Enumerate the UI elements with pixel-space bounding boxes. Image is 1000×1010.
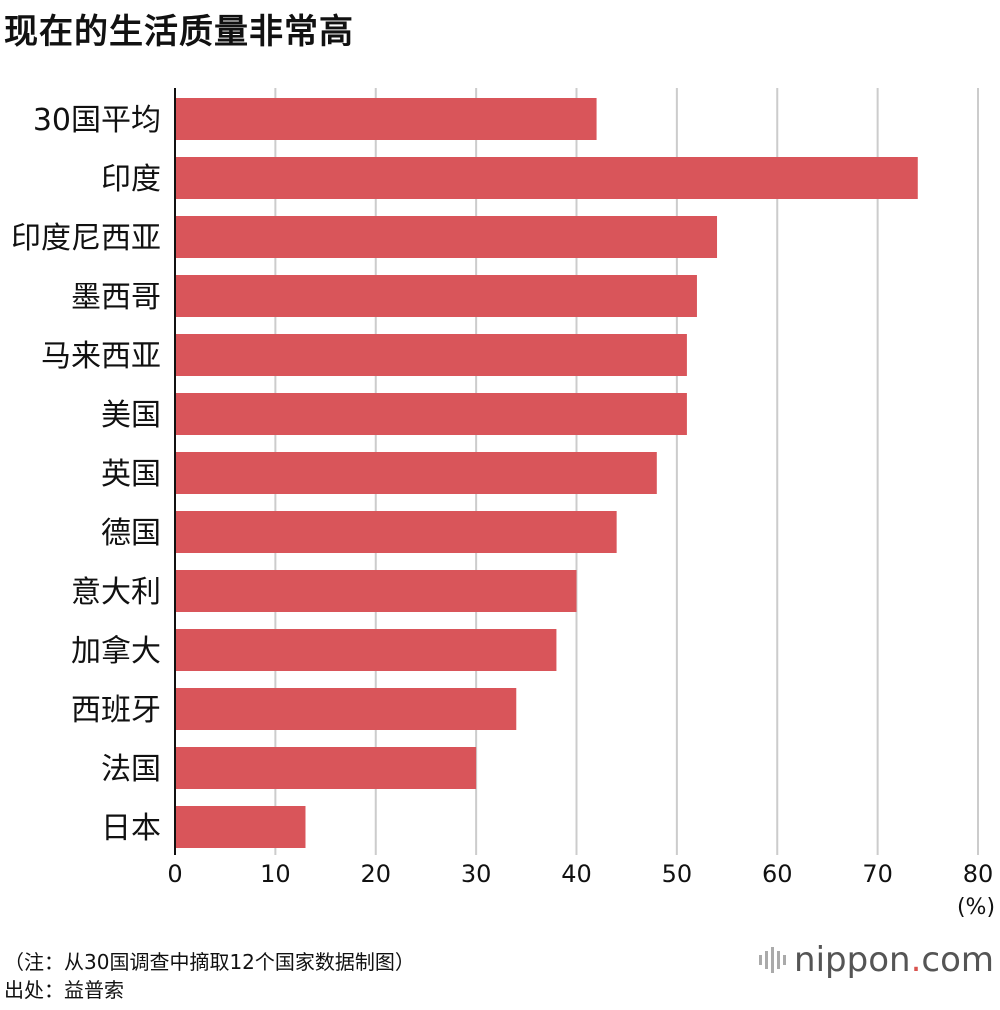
unit-label: (%)	[957, 895, 995, 920]
bar-7	[175, 511, 617, 553]
bar-5	[175, 393, 687, 435]
category-label: 日本	[101, 811, 161, 846]
logo-dot: .	[910, 940, 922, 980]
category-label: 法国	[101, 752, 161, 787]
bar-8	[175, 570, 577, 612]
category-label: 墨西哥	[71, 280, 161, 315]
x-tick-label: 80	[963, 860, 994, 888]
category-label: 西班牙	[71, 693, 161, 728]
x-tick-label: 60	[762, 860, 793, 888]
category-label: 加拿大	[71, 634, 161, 669]
x-tick-label: 50	[662, 860, 693, 888]
chart-title: 现在的生活质量非常高	[4, 12, 354, 52]
category-label: 美国	[101, 398, 161, 433]
logo-suffix: com	[921, 940, 994, 980]
category-label: 30国平均	[33, 103, 161, 138]
bar-2	[175, 216, 718, 258]
x-tick-label: 40	[561, 860, 592, 888]
footer-note: （注：从30国调查中摘取12个国家数据制图）	[4, 950, 415, 974]
category-label: 德国	[101, 516, 161, 551]
bar-10	[175, 688, 517, 730]
footer: （注：从30国调查中摘取12个国家数据制图） 出处：益普索	[4, 948, 415, 1004]
bar-6	[175, 452, 657, 494]
bar-12	[175, 806, 306, 848]
bar-3	[175, 275, 697, 317]
x-tick-label: 20	[360, 860, 391, 888]
bar-11	[175, 747, 477, 789]
bar-4	[175, 334, 687, 376]
bar-1	[175, 157, 918, 199]
nippon-logo: nippon. com	[759, 940, 994, 980]
category-label: 印度	[101, 162, 161, 197]
x-tick-label: 10	[260, 860, 291, 888]
x-tick-label: 0	[167, 860, 182, 888]
bar-0	[175, 98, 597, 140]
category-label: 意大利	[71, 575, 161, 610]
logo-name: nippon	[794, 940, 911, 980]
footer-source: 出处：益普索	[4, 978, 124, 1002]
category-label: 马来西亚	[41, 339, 161, 374]
logo-mark-icon	[759, 947, 787, 973]
category-label: 印度尼西亚	[11, 221, 161, 256]
bar-9	[175, 629, 557, 671]
category-label: 英国	[101, 457, 161, 492]
x-tick-label: 70	[862, 860, 893, 888]
x-tick-label: 30	[461, 860, 492, 888]
